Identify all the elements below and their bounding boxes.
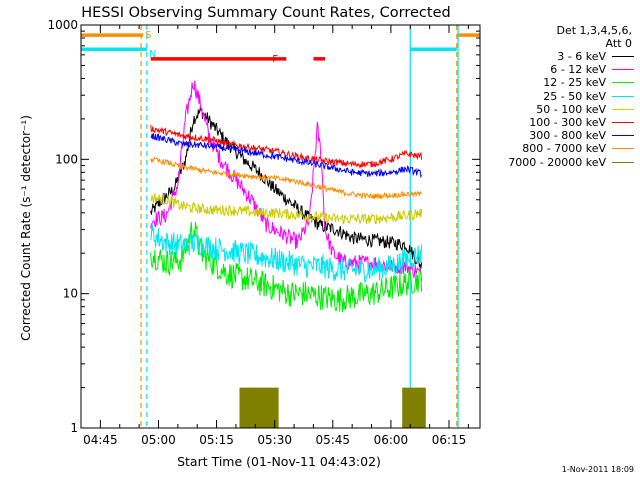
legend-label: 25 - 50 keV	[543, 89, 606, 103]
legend-title-line-2: Att 0	[605, 37, 632, 50]
series-3-6-kev	[150, 106, 423, 269]
chart-title: HESSI Observing Summary Count Rates, Cor…	[81, 5, 450, 21]
flag-saa-label: S	[145, 30, 151, 41]
y-tick-label-1: 1	[70, 421, 78, 435]
x-tick-label-4: 05:30	[257, 433, 292, 447]
legend-swatch	[612, 56, 634, 58]
flag-flare-label: F	[272, 54, 278, 65]
x-tick-label-3: 05:15	[199, 433, 234, 447]
x-tick-label-1: 04:45	[83, 433, 118, 447]
series-25-50-kev	[150, 223, 423, 283]
series-50-100-kev	[150, 192, 423, 226]
legend-label: 300 - 800 keV	[529, 129, 606, 143]
legend-title-line-1: Det 1,3,4,5,6,	[556, 24, 632, 37]
legend-item-12-25-kev: 12 - 25 keV	[478, 76, 634, 89]
legend-item-100-300-kev: 100 - 300 keV	[478, 116, 634, 129]
legend-swatch	[612, 108, 634, 110]
series-100-300-kev	[150, 125, 423, 170]
legend-label: 100 - 300 keV	[529, 116, 606, 130]
plot-frame	[80, 24, 481, 429]
legend-swatch	[612, 135, 634, 137]
vline-layer	[140, 25, 459, 428]
series-800-7000-kev	[150, 156, 423, 200]
flag-night-label: N	[149, 49, 156, 60]
legend-swatch	[612, 69, 634, 71]
legend-label: 7000 - 20000 keV	[508, 155, 606, 169]
series-7000-20000-kev	[239, 387, 426, 428]
x-tick-label-2: 05:00	[141, 433, 176, 447]
x-tick-label-7: 06:15	[432, 433, 467, 447]
x-tick-label-6: 06:00	[374, 433, 409, 447]
legend-item-3-6-kev: 3 - 6 keV	[478, 50, 634, 63]
legend-swatch	[612, 148, 634, 150]
series-6-12-kev	[150, 80, 423, 282]
legend-label: 12 - 25 keV	[543, 76, 606, 90]
x-tick-label-5: 05:45	[315, 433, 350, 447]
legend-item-50-100-kev: 50 - 100 keV	[478, 103, 634, 116]
legend-label: 50 - 100 keV	[536, 102, 606, 116]
y-axis-label: Corrected Count Rate (s⁻¹ detector⁻¹)	[19, 115, 33, 341]
legend-swatch	[612, 122, 634, 124]
series-300-800-kev	[150, 133, 423, 179]
legend-label: 6 - 12 keV	[550, 63, 606, 77]
legend-item-300-800-kev: 300 - 800 keV	[478, 129, 634, 142]
legend-label: 3 - 6 keV	[557, 50, 606, 64]
legend-item-7000-20000-kev: 7000 - 20000 keV	[478, 156, 634, 169]
y-tick-label-2: 10	[63, 287, 78, 301]
legend-item-25-50-kev: 25 - 50 keV	[478, 90, 634, 103]
legend-rows: 3 - 6 keV 6 - 12 keV 12 - 25 keV 25 - 50 ke…	[478, 50, 634, 169]
axes-layer: 04:45 05:00 05:15 05:30 05:45 06:00 06:15 1 10 10…	[47, 18, 480, 447]
x-axis-label: Start Time (01-Nov-11 04:43:02)	[177, 454, 381, 469]
series-layer	[150, 80, 426, 428]
legend-item-800-7000-kev: 800 - 7000 keV	[478, 142, 634, 155]
legend: Det 1,3,4,5,6, Att 0 3 - 6 keV 6 - 12 keV…	[478, 24, 634, 169]
y-tick-label-4: 1000	[47, 18, 78, 32]
legend-swatch	[612, 161, 634, 163]
legend-label: 800 - 7000 keV	[522, 142, 606, 156]
flag-layer: F SN	[81, 30, 480, 65]
footer-timestamp: 1-Nov-2011 18:09	[561, 465, 634, 474]
y-tick-label-3: 100	[55, 152, 78, 166]
legend-swatch	[612, 95, 634, 97]
legend-swatch	[612, 82, 634, 84]
legend-item-6-12-kev: 6 - 12 keV	[478, 63, 634, 76]
series-12-25-kev	[150, 221, 423, 313]
